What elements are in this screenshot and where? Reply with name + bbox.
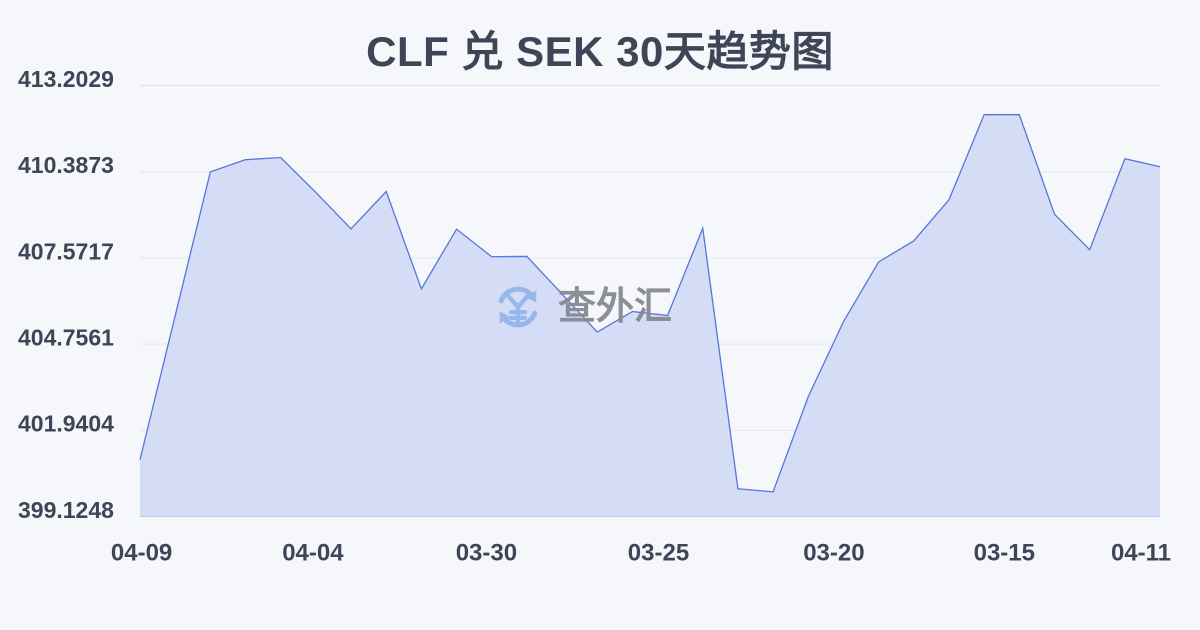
svg-text:03-25: 03-25 — [628, 539, 689, 566]
svg-text:03-30: 03-30 — [456, 539, 517, 566]
svg-text:407.5717: 407.5717 — [18, 238, 114, 264]
svg-text:03-15: 03-15 — [974, 539, 1035, 566]
svg-text:04-11: 04-11 — [1111, 539, 1171, 566]
svg-text:410.3873: 410.3873 — [18, 152, 114, 178]
svg-text:04-09: 04-09 — [111, 539, 172, 566]
svg-text:399.1248: 399.1248 — [18, 497, 114, 523]
svg-text:404.7561: 404.7561 — [18, 325, 114, 351]
svg-text:03-20: 03-20 — [803, 539, 864, 566]
svg-text:401.9404: 401.9404 — [18, 411, 114, 437]
svg-text:04-04: 04-04 — [282, 539, 344, 566]
svg-text:413.2029: 413.2029 — [18, 66, 114, 92]
